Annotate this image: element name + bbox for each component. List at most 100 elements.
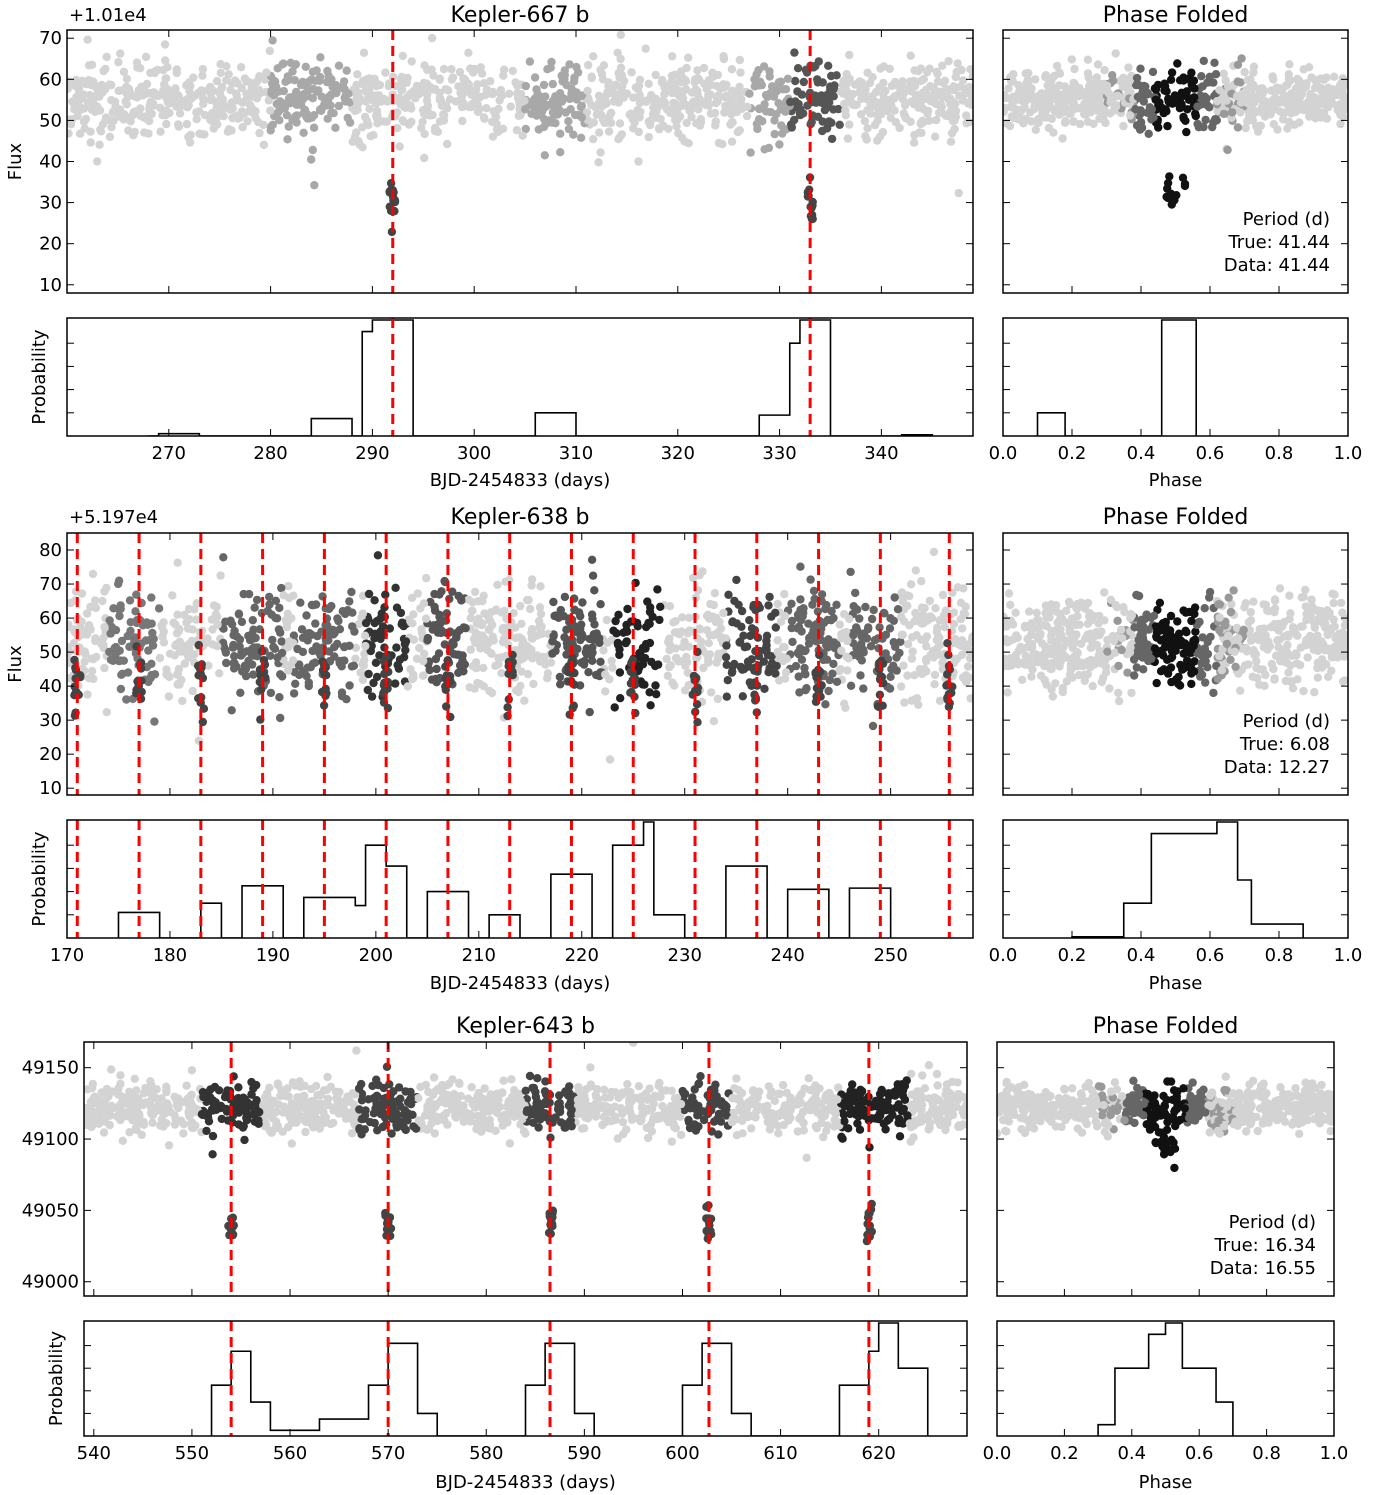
flux-point [119, 67, 129, 77]
phase-point [1200, 604, 1209, 613]
flux-point [587, 555, 597, 564]
flux-point [351, 654, 360, 663]
phase-point [1182, 647, 1191, 657]
phase-point [1257, 102, 1267, 112]
phase-point [1246, 636, 1256, 645]
flux-point [842, 627, 851, 637]
flux-point [527, 581, 536, 590]
phase-point [1284, 668, 1293, 677]
flux-point [235, 642, 244, 651]
phase-point [1190, 609, 1199, 619]
y-tick-label: 80 [39, 540, 62, 561]
flux-point [497, 653, 506, 662]
flux-point [599, 646, 608, 655]
flux-point [67, 84, 72, 93]
phase-point [1340, 676, 1348, 685]
flux-point [259, 140, 269, 150]
phase-tick-label: 0.6 [1196, 443, 1225, 464]
flux-point [657, 78, 666, 87]
flux-point [891, 642, 900, 651]
phase-point [1270, 596, 1280, 605]
flux-point [802, 684, 811, 693]
phase-point [1265, 642, 1275, 651]
flux-point [359, 48, 369, 57]
flux-point [249, 670, 258, 679]
flux-point [268, 36, 277, 45]
flux-point [265, 600, 274, 609]
phase-point [1293, 631, 1302, 640]
phase-point [1193, 102, 1202, 111]
phase-point [1205, 103, 1214, 112]
flux-point [961, 643, 970, 652]
flux-point [363, 685, 372, 695]
phase-point [1044, 123, 1054, 133]
flux-point [429, 71, 438, 80]
phase-point [1130, 671, 1139, 680]
flux-axis-label: Flux [5, 142, 26, 180]
flux-point [613, 638, 623, 648]
flux-point [407, 57, 416, 66]
phase-point [1052, 641, 1061, 650]
flux-point [586, 1063, 595, 1072]
flux-point [477, 69, 487, 78]
flux-point [234, 610, 244, 619]
phase-point [1070, 652, 1079, 661]
flux-point [760, 145, 769, 154]
flux-point [170, 96, 179, 106]
phase-point [1189, 76, 1199, 85]
phase-point [1219, 109, 1229, 119]
flux-point [642, 622, 651, 632]
flux-point [115, 656, 124, 666]
flux-point [278, 672, 287, 681]
flux-point [154, 604, 164, 613]
flux-point [196, 129, 206, 139]
flux-point [487, 688, 497, 698]
flux-point [116, 49, 125, 58]
phase-point [1201, 678, 1210, 687]
phase-point [1065, 625, 1075, 635]
flux-point [471, 628, 480, 637]
flux-point [668, 52, 677, 61]
flux-point [99, 640, 108, 650]
flux-point [917, 577, 926, 586]
flux-point [736, 68, 745, 77]
flux-point [466, 613, 475, 623]
flux-point [735, 82, 744, 92]
phase-point [1340, 621, 1348, 630]
flux-point [342, 695, 351, 704]
flux-point [674, 129, 683, 138]
flux-point [824, 686, 833, 696]
flux-point [862, 634, 872, 643]
flux-point [255, 128, 264, 138]
phase-point [1198, 82, 1207, 91]
flux-point [596, 600, 605, 609]
flux-point [145, 116, 154, 126]
phase-point [1278, 115, 1288, 124]
flux-point [99, 66, 108, 76]
phase-point [1086, 629, 1095, 638]
flux-point [125, 596, 135, 605]
flux-point [217, 84, 226, 94]
phase-point [1111, 102, 1121, 111]
flux-point [822, 600, 831, 610]
flux-point [783, 74, 793, 84]
flux-point [303, 84, 312, 94]
flux-point [689, 573, 698, 583]
phase-point [1339, 105, 1348, 114]
flux-point [236, 62, 246, 72]
phase-point [1100, 616, 1109, 625]
phase-point [1322, 660, 1331, 669]
phase-point [1007, 661, 1016, 670]
phase-point [1166, 75, 1176, 85]
flux-point [663, 637, 673, 647]
flux-point [323, 1072, 332, 1082]
flux-point [401, 645, 410, 655]
transit-point [380, 669, 389, 679]
phase-point [1006, 600, 1015, 610]
phase-point [1051, 679, 1060, 688]
flux-point [299, 128, 308, 137]
phase-point [1159, 636, 1168, 646]
flux-point [227, 706, 236, 715]
flux-point [414, 90, 424, 99]
